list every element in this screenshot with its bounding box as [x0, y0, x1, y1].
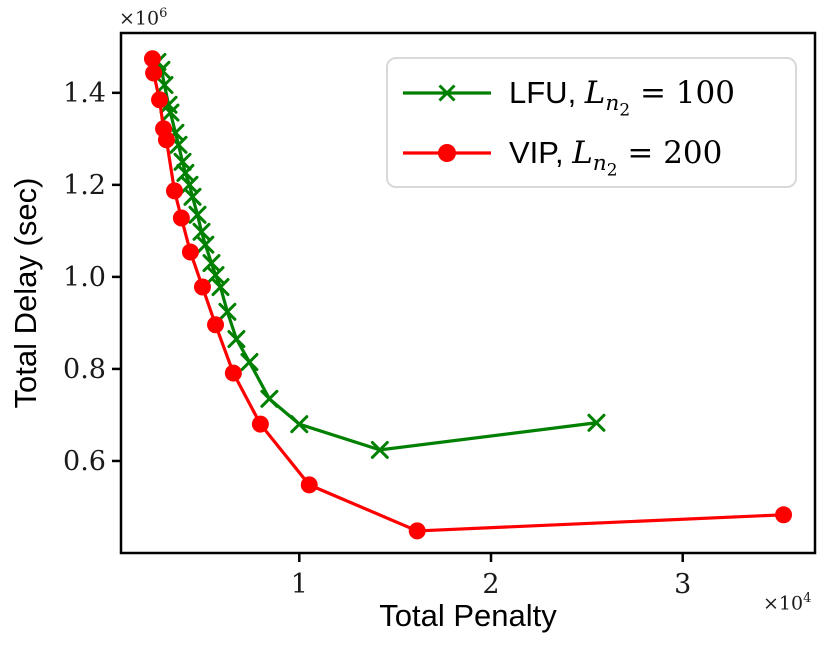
vip-marker-circle-icon — [145, 64, 163, 82]
vip-marker-circle-icon — [172, 209, 190, 227]
y-axis-offset-label: ×106 — [119, 6, 167, 29]
legend-label-vip: VIP, Ln2 = 200 — [509, 135, 723, 178]
x-tick-label: 3 — [674, 569, 691, 600]
lfu-marker-x-icon — [183, 187, 202, 206]
legend-entry-vip: VIP, Ln2 = 200 — [400, 123, 783, 183]
legend-label-lfu: LFU, Ln2 = 100 — [509, 75, 735, 118]
vip-line-circle-marker-icon — [403, 144, 491, 162]
y-tick-label: 0.6 — [63, 446, 106, 477]
lfu-marker-x-icon — [370, 440, 389, 459]
vip-marker-circle-icon — [224, 364, 242, 382]
lfu-marker-x-icon — [587, 413, 606, 432]
x-offset-exponent: 4 — [803, 591, 812, 606]
legend-label-lfu-prefix: LFU, — [509, 75, 585, 110]
vip-marker-circle-icon — [775, 506, 793, 524]
legend-entry-lfu: LFU, Ln2 = 100 — [400, 63, 783, 123]
lfu-marker-x-icon — [155, 76, 174, 94]
lfu-marker-x-icon — [206, 266, 225, 285]
lfu-marker-x-icon — [196, 235, 215, 254]
lfu-marker-x-icon — [227, 330, 246, 349]
y-offset-exponent: 6 — [159, 6, 168, 21]
legend-label-vip-subsub: 2 — [606, 159, 618, 180]
y-axis-label: Total Delay (sec) — [8, 177, 43, 409]
y-tick-label: 1.0 — [63, 262, 106, 293]
plot-border — [119, 31, 817, 555]
vip-marker-circle-icon — [408, 522, 426, 540]
vip-marker-circle-icon — [300, 476, 318, 494]
legend-label-lfu-subsub: 2 — [619, 99, 631, 120]
vip-marker-circle-icon — [143, 50, 161, 68]
vip-marker-circle-icon — [165, 182, 183, 200]
lfu-marker-x-icon — [240, 353, 259, 372]
x-axis-offset-label: ×104 — [763, 591, 811, 614]
y-tick-label: 1.2 — [63, 170, 106, 201]
lfu-marker-x-icon — [290, 415, 309, 434]
x-tick-label: 1 — [291, 569, 308, 600]
vip-marker-circle-icon — [151, 91, 169, 109]
lfu-marker-x-icon — [188, 205, 207, 224]
legend-label-vip-var: L — [572, 135, 593, 171]
x-tick-label: 2 — [482, 569, 499, 600]
vip-marker-circle-icon — [181, 243, 199, 261]
lfu-marker-x-icon — [260, 389, 279, 408]
y-tick-label: 1.4 — [63, 78, 106, 109]
lfu-marker-x-icon — [211, 278, 230, 297]
lfu-line-x-marker-icon — [403, 84, 491, 102]
vip-marker-circle-icon — [157, 131, 175, 149]
legend-label-vip-value: = 200 — [617, 135, 723, 171]
x-axis-label: Total Penalty — [379, 598, 557, 633]
legend-label-lfu-sub: n — [605, 91, 620, 117]
vip-marker-circle-icon — [207, 316, 225, 334]
lfu-marker-x-icon — [176, 163, 195, 182]
x-offset-base: ×10 — [763, 592, 804, 615]
vip-marker-circle-icon — [251, 415, 269, 433]
legend: LFU, Ln2 = 100 VIP, Ln2 = 200 — [386, 57, 797, 188]
legend-label-vip-prefix: VIP, — [509, 135, 573, 170]
lfu-marker-x-icon — [218, 302, 237, 321]
y-offset-base: ×10 — [119, 7, 160, 30]
y-tick-label: 0.8 — [63, 354, 106, 385]
legend-label-lfu-value: = 100 — [630, 75, 735, 111]
vip-marker-circle-icon — [193, 278, 211, 296]
lfu-marker-x-icon — [202, 254, 221, 273]
legend-label-lfu-var: L — [584, 75, 606, 111]
lfu-marker-x-icon — [161, 103, 180, 122]
legend-label-vip-sub: n — [592, 151, 607, 177]
